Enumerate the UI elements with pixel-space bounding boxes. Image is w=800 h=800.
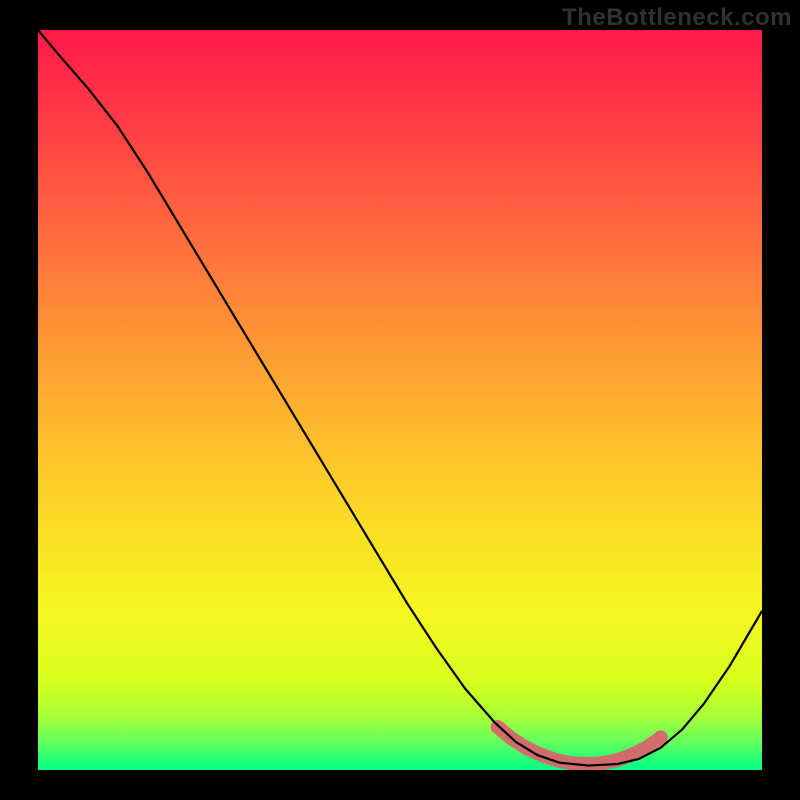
gradient-background bbox=[38, 30, 762, 770]
plot-area bbox=[38, 30, 762, 770]
chart-container: TheBottleneck.com bbox=[0, 0, 800, 800]
watermark-label: TheBottleneck.com bbox=[562, 4, 792, 32]
optimal-range-bead bbox=[594, 756, 608, 770]
bottleneck-curve-chart bbox=[38, 30, 762, 770]
optimal-range-bead bbox=[491, 720, 505, 734]
